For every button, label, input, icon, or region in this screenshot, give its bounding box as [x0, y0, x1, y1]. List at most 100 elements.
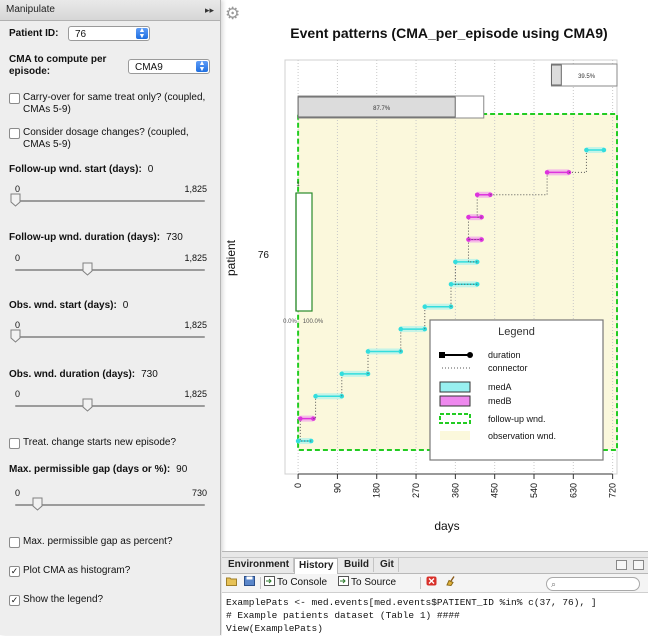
slider-thumb[interactable] — [10, 193, 21, 207]
slider-max: 1,825 — [184, 253, 207, 263]
cma-label: CMA to compute per episode: — [9, 54, 107, 77]
legend-followup-swatch — [439, 413, 471, 424]
to-source-icon — [338, 576, 349, 586]
delete-entry-icon[interactable] — [426, 576, 439, 590]
max-gap-label-text: Max. permissible gap (days or %): — [9, 464, 171, 475]
fu-start-value: 0 — [147, 164, 154, 175]
event-patterns-plot: Event patterns (CMA_per_episode using CM… — [225, 25, 619, 533]
obs-duration-value: 730 — [141, 369, 158, 380]
patient-id-select[interactable]: 76 ▲ ▼ — [68, 26, 150, 41]
event-start-point — [474, 192, 480, 198]
x-tick-label: 90 — [332, 483, 342, 493]
history-toolbar: To Console To Source ⌕ — [222, 574, 648, 593]
window-buttons — [613, 560, 644, 573]
treat-change-checkbox[interactable] — [9, 438, 20, 449]
slider-thumb[interactable] — [32, 497, 43, 511]
slider-max: 1,825 — [184, 320, 207, 330]
tab-history[interactable]: History — [294, 558, 339, 574]
search-icon: ⌕ — [551, 579, 557, 589]
event-end-point — [601, 147, 607, 153]
legend-connector-label: connector — [488, 363, 528, 373]
to-console-button[interactable]: To Console — [264, 576, 327, 590]
fu-duration-value: 730 — [166, 232, 183, 243]
x-tick-label: 450 — [490, 483, 500, 498]
save-icon[interactable] — [244, 576, 257, 590]
manipulate-title: Manipulate — [6, 4, 55, 15]
event-start-point — [453, 259, 458, 265]
patient-id-label: Patient ID: — [9, 28, 59, 39]
minimize-pane-icon[interactable] — [616, 560, 628, 570]
tab-build[interactable]: Build — [340, 558, 374, 572]
carry-over-checkbox[interactable] — [9, 93, 20, 104]
slider-min: 0 — [15, 184, 21, 194]
clear-history-broom-icon[interactable] — [446, 576, 459, 590]
history-line[interactable]: # Example patients dataset (Table 1) ###… — [226, 610, 460, 621]
slider-thumb[interactable] — [82, 262, 93, 276]
open-folder-icon[interactable] — [226, 576, 239, 590]
slider-track[interactable] — [15, 504, 205, 506]
history-line[interactable]: ExamplePats <- med.events[med.events$PAT… — [226, 597, 597, 608]
x-tick-label: 180 — [372, 483, 382, 498]
slider-min: 0 — [15, 253, 21, 263]
slider-track[interactable] — [15, 269, 205, 271]
fu-duration-slider[interactable]: 0 1,825 — [9, 253, 209, 283]
plot-hist-label: Plot CMA as histogram? — [23, 565, 131, 576]
legend-observation-label: observation wnd. — [488, 431, 556, 441]
gear-icon[interactable]: ⚙ — [225, 4, 241, 23]
max-gap-label: Max. permissible gap (days or %): 90 — [9, 464, 187, 475]
maximize-pane-icon[interactable] — [633, 560, 644, 570]
legend-followup-label: follow-up wnd. — [488, 414, 546, 424]
max-gap-slider[interactable]: 0 730 — [9, 488, 209, 518]
x-tick-label: 540 — [529, 483, 539, 498]
fu-start-label: Follow-up wnd. start (days): 0 — [9, 164, 153, 175]
event-start-point — [584, 147, 589, 153]
episode-cma-label: 39.5% — [578, 74, 596, 80]
plot-hist-checkbox[interactable]: ✓ — [9, 566, 20, 577]
event-start-point — [544, 170, 550, 175]
chart-title: Event patterns (CMA_per_episode using CM… — [290, 25, 607, 41]
treat-change-label: Treat. change starts new episode? — [23, 437, 177, 448]
obs-start-slider[interactable]: 0 1,825 — [9, 320, 209, 350]
event-start-point — [365, 349, 371, 354]
legend-medA-swatch — [439, 381, 471, 393]
fu-start-slider[interactable]: 0 1,825 — [9, 184, 209, 214]
show-legend-checkbox[interactable]: ✓ — [9, 595, 20, 606]
histogram-right-label: 100.0% — [303, 319, 324, 325]
obs-duration-label: Obs. wnd. duration (days): 730 — [9, 369, 158, 380]
x-tick-label: 630 — [568, 483, 578, 498]
to-source-button[interactable]: To Source — [338, 576, 396, 590]
slider-track[interactable] — [15, 336, 205, 338]
legend-title: Legend — [498, 326, 535, 338]
histogram-left-label: 0.0% — [283, 319, 297, 325]
tab-git[interactable]: Git — [376, 558, 399, 572]
cma-select[interactable]: CMA9 ▲ ▼ — [128, 59, 210, 74]
slider-thumb[interactable] — [10, 329, 21, 343]
event-end-point — [422, 326, 428, 332]
patient-id-value: 76 — [75, 29, 87, 40]
dosage-checkbox[interactable] — [9, 128, 20, 139]
pane-resize-grip[interactable] — [222, 552, 648, 558]
legend-observation-swatch — [440, 431, 470, 440]
to-console-label: To Console — [277, 577, 328, 588]
show-legend-label: Show the legend? — [23, 594, 104, 605]
collapse-icon[interactable]: ▸▸ — [204, 5, 214, 15]
slider-track[interactable] — [15, 200, 205, 202]
obs-start-label: Obs. wnd. start (days): 0 — [9, 300, 128, 311]
event-end-point — [311, 416, 316, 421]
episode-cma-fill — [550, 64, 562, 86]
patient-label: 76 — [258, 250, 270, 261]
obs-duration-slider[interactable]: 0 1,825 — [9, 389, 209, 419]
manipulate-panel: Manipulate ▸▸ Patient ID: 76 ▲ ▼ CMA to c… — [0, 0, 221, 635]
x-tick-label: 360 — [450, 483, 460, 498]
slider-thumb[interactable] — [82, 398, 93, 412]
history-search-input[interactable]: ⌕ — [546, 577, 640, 591]
event-connector — [313, 396, 317, 420]
slider-max: 730 — [191, 488, 207, 498]
manipulate-title-bar: Manipulate ▸▸ — [0, 0, 220, 21]
tab-environment[interactable]: Environment — [224, 558, 295, 572]
slider-track[interactable] — [15, 405, 205, 407]
history-line[interactable]: View(ExamplePats) — [226, 623, 323, 634]
gap-percent-checkbox[interactable] — [9, 537, 20, 548]
slider-max: 1,825 — [184, 389, 207, 399]
slider-min: 0 — [15, 389, 21, 399]
